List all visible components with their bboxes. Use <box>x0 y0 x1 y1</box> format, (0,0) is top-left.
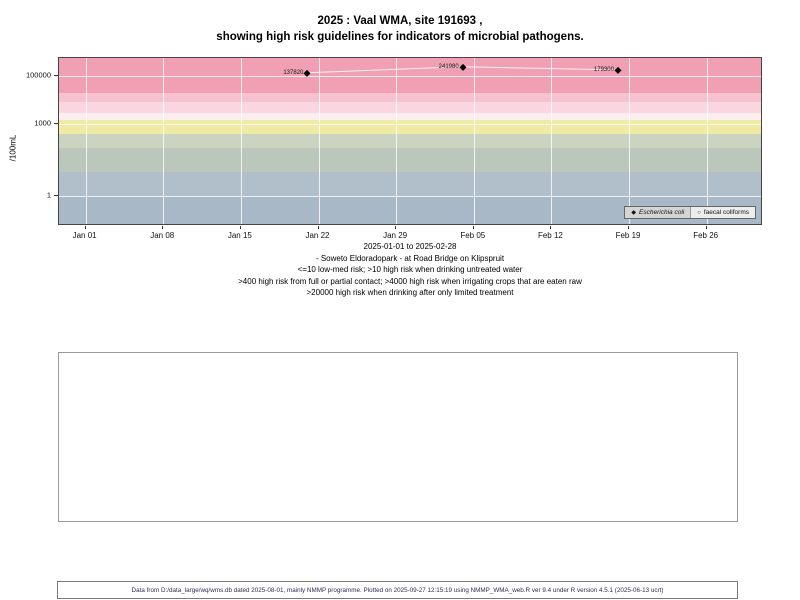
data-point-label: 241980 <box>438 63 459 70</box>
x-gridline <box>163 58 165 224</box>
x-gridline <box>240 58 242 224</box>
diamond-marker-icon: ◆ <box>631 209 637 216</box>
caption-site-name: - Soweto Eldoradopark - at Road Bridge o… <box>315 253 505 263</box>
data-line-layer <box>307 66 618 74</box>
x-tick-mark <box>550 226 552 229</box>
risk-band <box>59 58 761 93</box>
x-gridline <box>473 58 475 224</box>
plot-region: ◆ Escherichia coli ○ faecal coliforms 13782… <box>58 57 762 225</box>
caption-date-range: 2025-01-01 to 2025-02-28 <box>363 242 457 251</box>
y-gridline <box>59 124 761 126</box>
chart-title: 2025 : Vaal WMA, site 191693 , showing h… <box>0 13 800 45</box>
circle-marker-icon: ○ <box>697 209 701 216</box>
x-tick-label: Jan 22 <box>305 231 330 240</box>
risk-band <box>59 92 761 103</box>
risk-band <box>59 148 761 173</box>
y-axis: 1 1000 100000 <box>0 57 58 225</box>
y-tick-mark <box>54 75 58 77</box>
x-tick-label: Feb 05 <box>460 231 486 240</box>
x-gridline <box>629 58 631 224</box>
x-tick-label: Feb 26 <box>693 231 719 240</box>
x-tick-mark <box>317 226 319 229</box>
caption-risk-drinking: <=10 low-med risk; >10 high risk when dr… <box>297 265 523 275</box>
risk-band <box>59 112 761 120</box>
x-tick-label: Jan 15 <box>227 231 252 240</box>
risk-band <box>59 172 761 197</box>
x-tick-label: Jan 08 <box>150 231 175 240</box>
caption-risk-treatment: >20000 high risk when drinking after onl… <box>306 288 514 298</box>
legend-label: faecal coliforms <box>703 209 749 216</box>
risk-band <box>59 133 761 149</box>
x-tick-label: Jan 29 <box>383 231 408 240</box>
caption-risk-contact: >400 high risk from full or partial cont… <box>238 276 582 286</box>
y-tick-mark <box>54 195 58 197</box>
x-tick-mark <box>705 226 707 229</box>
y-tick-label: 1 <box>46 190 51 200</box>
x-gridline <box>396 58 398 224</box>
y-gridline <box>59 196 761 198</box>
x-tick-mark <box>84 226 86 229</box>
x-tick-label: Feb 12 <box>537 231 563 240</box>
x-tick-mark <box>628 226 630 229</box>
y-tick-label: 1000 <box>34 118 51 128</box>
chart-title-line1: 2025 : Vaal WMA, site 191693 , <box>317 15 483 27</box>
footer-box: Data from D:/data_large/wq/wms.db dated … <box>57 581 738 599</box>
footer-text: Data from D:/data_large/wq/wms.db dated … <box>131 586 664 594</box>
x-gridline <box>706 58 708 224</box>
y-tick-mark <box>54 123 58 125</box>
risk-band <box>59 119 761 134</box>
x-gridline <box>551 58 553 224</box>
y-gridline <box>59 76 761 78</box>
x-tick-mark <box>472 226 474 229</box>
data-point-label: 179300 <box>593 66 614 73</box>
y-tick-label: 100000 <box>25 70 51 80</box>
data-point-label: 137820 <box>283 69 304 76</box>
x-tick-mark <box>239 226 241 229</box>
risk-band <box>59 102 761 113</box>
x-tick-label: Jan 01 <box>72 231 97 240</box>
chart-title-line2: showing high risk guidelines for indicat… <box>216 31 584 43</box>
x-gridline <box>85 58 87 224</box>
x-tick-mark <box>162 226 164 229</box>
x-tick-label: Feb 19 <box>615 231 641 240</box>
caption-block: 2025-01-01 to 2025-02-28 - Soweto Eldora… <box>58 241 762 299</box>
legend-item: ○ faecal coliforms <box>691 207 755 218</box>
x-axis: Jan 01 Jan 08 Jan 15 Jan 22 Jan 29 Feb 05 Feb … <box>58 226 762 244</box>
empty-panel <box>58 352 738 522</box>
legend: ◆ Escherichia coli ○ faecal coliforms <box>624 206 756 219</box>
x-tick-mark <box>395 226 397 229</box>
legend-item: ◆ Escherichia coli <box>625 207 692 218</box>
x-gridline <box>318 58 320 224</box>
legend-label: Escherichia coli <box>639 209 685 216</box>
